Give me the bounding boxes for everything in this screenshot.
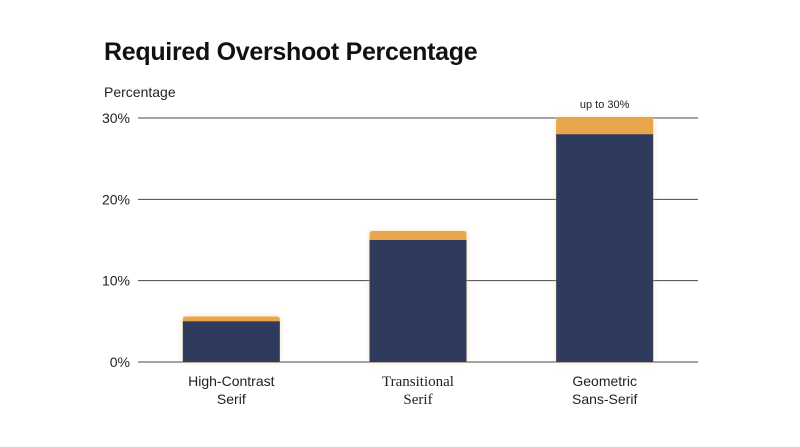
bar-overshoot-2 bbox=[556, 118, 654, 139]
y-tick-label: 30% bbox=[102, 110, 130, 126]
category-labels: High-Contrast Serif Transitional Serif Geome… bbox=[188, 373, 637, 408]
y-tick-label: 10% bbox=[102, 273, 130, 289]
y-tick-labels: 0% 10% 20% 30% bbox=[102, 110, 130, 370]
category-label-line: Geometric bbox=[572, 373, 637, 389]
bar-base-1 bbox=[369, 240, 467, 362]
category-label-line: Serif bbox=[217, 391, 246, 407]
annotations: up to 30% bbox=[580, 99, 630, 111]
bars bbox=[182, 118, 654, 362]
bar-base-2 bbox=[556, 134, 654, 362]
category-label-line: Transitional bbox=[382, 374, 454, 390]
category-label: High-Contrast Serif bbox=[188, 373, 274, 407]
y-tick-label: 0% bbox=[110, 354, 130, 370]
bar-base-0 bbox=[182, 321, 280, 362]
category-label-line: Sans-Serif bbox=[572, 391, 637, 407]
category-label: Transitional Serif bbox=[382, 374, 454, 408]
category-label: Geometric Sans-Serif bbox=[572, 373, 637, 407]
bar-annotation: up to 30% bbox=[580, 99, 630, 111]
y-tick-label: 20% bbox=[102, 191, 130, 207]
chart-title: Required Overshoot Percentage bbox=[104, 38, 478, 66]
category-label-line: Serif bbox=[403, 392, 432, 408]
y-axis-title: Percentage bbox=[104, 84, 176, 100]
category-label-line: High-Contrast bbox=[188, 373, 274, 389]
